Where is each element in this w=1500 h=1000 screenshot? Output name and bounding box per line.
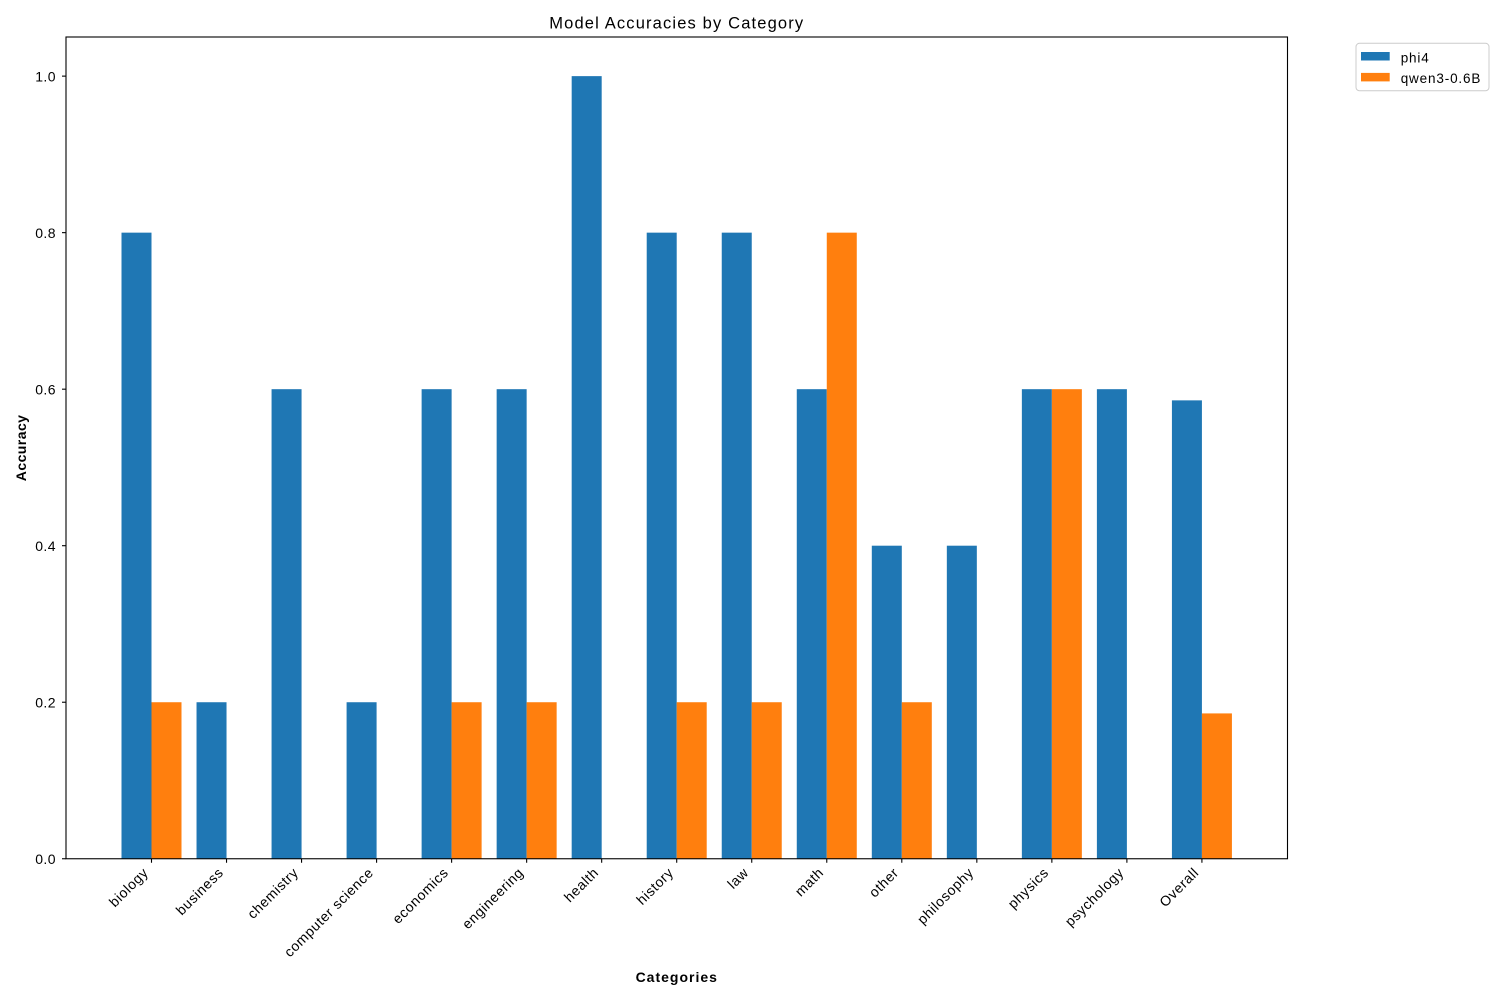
svg-text:0.2: 0.2 <box>35 694 56 710</box>
svg-text:Categories: Categories <box>636 969 718 985</box>
svg-text:phi4: phi4 <box>1401 50 1430 65</box>
svg-text:qwen3-0.6B: qwen3-0.6B <box>1401 71 1482 86</box>
svg-text:0.4: 0.4 <box>35 538 56 554</box>
svg-text:Model Accuracies by Category: Model Accuracies by Category <box>549 14 804 32</box>
svg-text:0.8: 0.8 <box>35 225 56 241</box>
svg-text:Accuracy: Accuracy <box>13 415 29 482</box>
svg-text:0.0: 0.0 <box>35 851 56 867</box>
svg-text:0.6: 0.6 <box>35 381 56 397</box>
svg-text:1.0: 1.0 <box>35 68 56 84</box>
